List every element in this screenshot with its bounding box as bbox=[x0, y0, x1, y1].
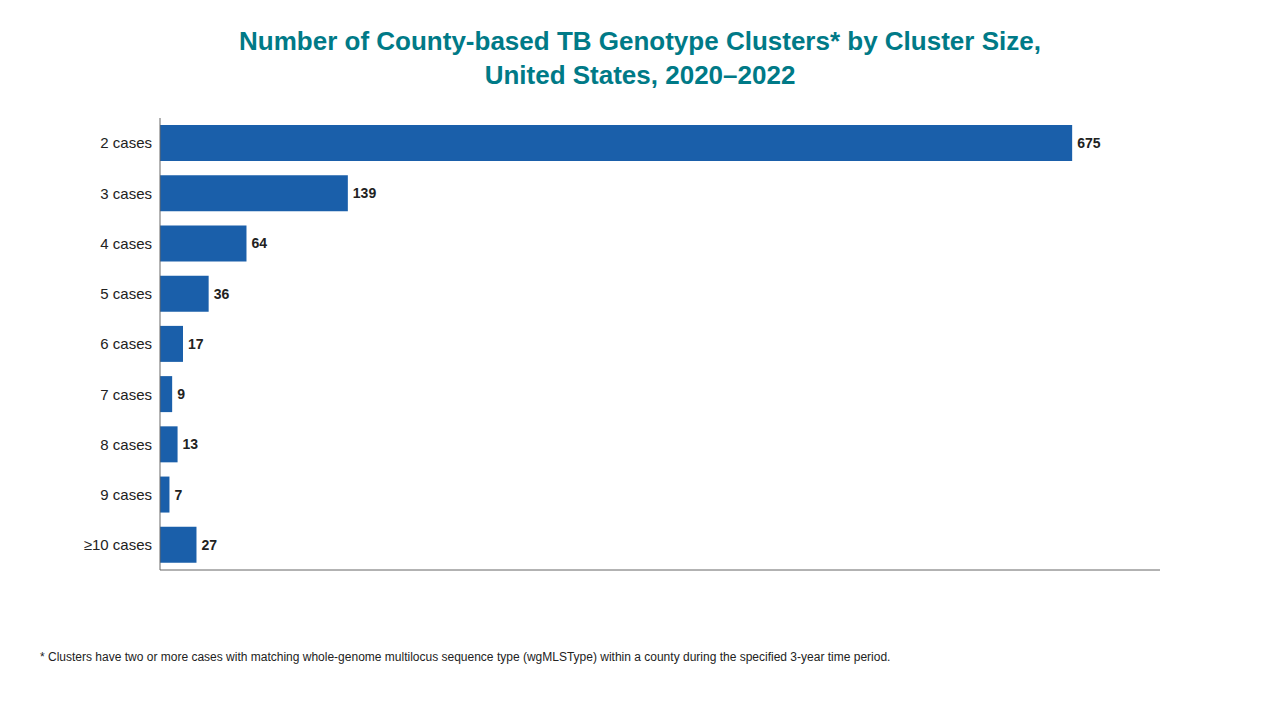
svg-text:27: 27 bbox=[201, 537, 217, 553]
svg-text:139: 139 bbox=[353, 185, 377, 201]
html-text:United States, 2020–2022: United States, 2020–2022 bbox=[484, 60, 796, 90]
svg-text:3 cases: 3 cases bbox=[100, 185, 152, 202]
html-text:Number of County-based TB Geno: Number of County-based TB Genotype Clust… bbox=[239, 26, 1041, 56]
svg-text:7: 7 bbox=[174, 487, 182, 503]
svg-text:13: 13 bbox=[183, 436, 199, 452]
svg-text:2 cases: 2 cases bbox=[100, 134, 152, 151]
svg-text:9 cases: 9 cases bbox=[100, 486, 152, 503]
svg-text:9: 9 bbox=[177, 386, 185, 402]
svg-text:36: 36 bbox=[214, 286, 230, 302]
svg-text:5 cases: 5 cases bbox=[100, 285, 152, 302]
svg-text:675: 675 bbox=[1077, 135, 1101, 151]
html-text:* Clusters have two or more ca: * Clusters have two or more cases with m… bbox=[40, 650, 891, 664]
svg-text:6 cases: 6 cases bbox=[100, 335, 152, 352]
svg-text:8 cases: 8 cases bbox=[100, 436, 152, 453]
svg-text:≥10 cases: ≥10 cases bbox=[84, 536, 152, 553]
svg-text:4 cases: 4 cases bbox=[100, 235, 152, 252]
svg-text:17: 17 bbox=[188, 336, 204, 352]
svg-text:7 cases: 7 cases bbox=[100, 386, 152, 403]
svg-text:64: 64 bbox=[251, 235, 267, 251]
